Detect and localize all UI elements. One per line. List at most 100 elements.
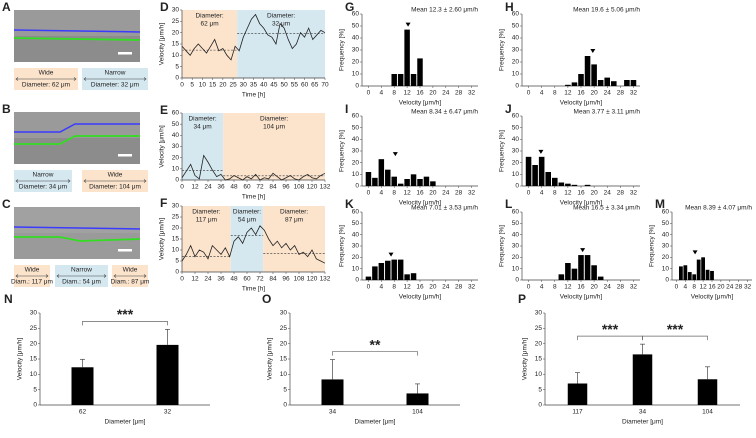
y-tick-label: 20 <box>535 340 543 347</box>
histogram-bar <box>571 184 578 186</box>
x-tick-label: 20 <box>590 284 598 291</box>
y-tick-label: 60 <box>662 209 670 216</box>
arrow-heads <box>83 77 147 81</box>
y-tick-label: 30 <box>512 148 520 155</box>
y-tick-label: 10 <box>662 265 670 272</box>
x-tick-label: 24 <box>204 276 212 283</box>
vessel-wall-bottom <box>14 236 141 242</box>
mean-label: Mean 8.39 ± 4.07 μm/h <box>685 205 752 212</box>
histogram-bar <box>397 183 404 186</box>
histogram-bar <box>397 259 404 280</box>
mean-arrow <box>538 149 544 154</box>
histogram-bar <box>391 176 397 186</box>
y-axis-title: Frequency [%] <box>339 130 346 172</box>
y-tick-label: 20 <box>512 59 520 66</box>
x-tick-label: 8 <box>392 190 396 197</box>
x-tick-label: 45 <box>270 82 278 89</box>
histogram-bar <box>417 58 423 86</box>
vessel-wall-top <box>13 29 141 33</box>
x-tick-label: 24 <box>604 90 612 97</box>
histogram-bar <box>391 259 397 280</box>
x-tick-label: 32 <box>468 190 476 197</box>
y-tick-label: 20 <box>352 254 360 261</box>
y-tick-label: 30 <box>172 7 180 14</box>
mean-label: Mean 16.5 ± 3.34 μm/h <box>573 205 640 212</box>
arrow-heads <box>15 77 77 81</box>
y-tick-label: 40 <box>512 231 520 238</box>
histogram-bar <box>410 273 417 280</box>
x-tick-label: 104 <box>702 409 713 416</box>
significance-label: *** <box>667 321 684 337</box>
x-tick-label: 24 <box>442 284 450 291</box>
x-tick-label: 60 <box>243 184 251 191</box>
y-tick-label: 60 <box>512 113 520 120</box>
panel-letter: A <box>2 0 11 14</box>
x-tick-label: 34 <box>329 409 337 416</box>
x-tick-label: 12 <box>403 90 411 97</box>
vessel-wall-top <box>13 226 141 230</box>
y-tick-label: 50 <box>662 220 670 227</box>
panel-letter: P <box>518 292 526 306</box>
y-axis-title: Velocity [μm/h] <box>159 218 166 261</box>
y-tick-label: 25 <box>535 325 543 332</box>
y-tick-label: 20 <box>30 340 38 347</box>
y-tick-label: 40 <box>172 132 180 139</box>
y-tick-label: 30 <box>352 148 360 155</box>
y-tick-label: 5 <box>538 386 542 393</box>
mean-arrow <box>388 252 394 257</box>
x-tick-label: 4 <box>540 284 544 291</box>
histogram-bar <box>385 260 391 280</box>
x-tick-label: 84 <box>269 276 277 283</box>
histogram-bar <box>532 165 538 186</box>
significance-label: *** <box>117 306 134 322</box>
mean-label: Mean 12.3 ± 2.60 μm/h <box>411 7 478 14</box>
significance-label: *** <box>602 321 619 337</box>
bar <box>632 354 653 405</box>
histogram-bar <box>565 183 571 186</box>
y-tick-label: 50 <box>352 124 360 131</box>
x-tick-label: 0 <box>527 90 531 97</box>
panel-letter: N <box>4 292 13 306</box>
x-tick-label: 0 <box>180 184 184 191</box>
y-tick-label: 10 <box>30 371 38 378</box>
x-tick-label: 0 <box>527 284 531 291</box>
x-tick-label: 0 <box>675 284 679 291</box>
y-axis-title: Frequency [%] <box>339 225 346 267</box>
x-axis-title: Velocity [μm/h] <box>399 100 442 107</box>
histogram-bar <box>701 257 705 280</box>
x-tick-label: 35 <box>250 82 258 89</box>
mean-label: Mean 19.6 ± 5.06 μm/h <box>573 7 640 14</box>
histogram-bar <box>571 82 578 86</box>
histogram-bar <box>417 179 423 186</box>
y-tick-label: 0 <box>515 183 519 190</box>
x-tick-label: 48 <box>230 184 238 191</box>
panel-letter: E <box>160 103 168 117</box>
y-axis-title: Velocity [μm/h] <box>267 338 274 381</box>
x-tick-label: 96 <box>282 184 290 191</box>
y-tick-label: 0 <box>175 75 179 82</box>
segment-diameter: Diameter: 34 μm <box>19 184 67 191</box>
x-tick-label: 55 <box>291 82 299 89</box>
y-tick-label: 5 <box>283 386 287 393</box>
region-label: Diameter: <box>267 13 295 20</box>
x-tick-label: 28 <box>617 284 625 291</box>
x-axis-title: Velocity [μm/h] <box>560 294 603 301</box>
y-tick-label: 30 <box>662 243 670 250</box>
histogram-bar <box>378 159 385 186</box>
region-label: Diameter: <box>188 116 216 123</box>
panel-letter: H <box>505 0 514 14</box>
y-tick-label: 20 <box>172 29 180 36</box>
x-tick-label: 24 <box>604 284 612 291</box>
x-axis-title: Diameter [μm] <box>105 419 146 426</box>
x-tick-label: 28 <box>617 90 625 97</box>
x-tick-label: 4 <box>540 190 544 197</box>
x-tick-label: 4 <box>380 190 384 197</box>
y-tick-label: 0 <box>355 83 359 90</box>
histogram-bar <box>372 266 378 280</box>
y-tick-label: 5 <box>175 258 179 265</box>
y-axis-title: Frequency [%] <box>499 130 506 172</box>
histogram-bar <box>584 255 591 280</box>
x-tick-label: 4 <box>380 284 384 291</box>
histogram-bar <box>692 274 697 280</box>
y-tick-label: 0 <box>283 402 287 409</box>
